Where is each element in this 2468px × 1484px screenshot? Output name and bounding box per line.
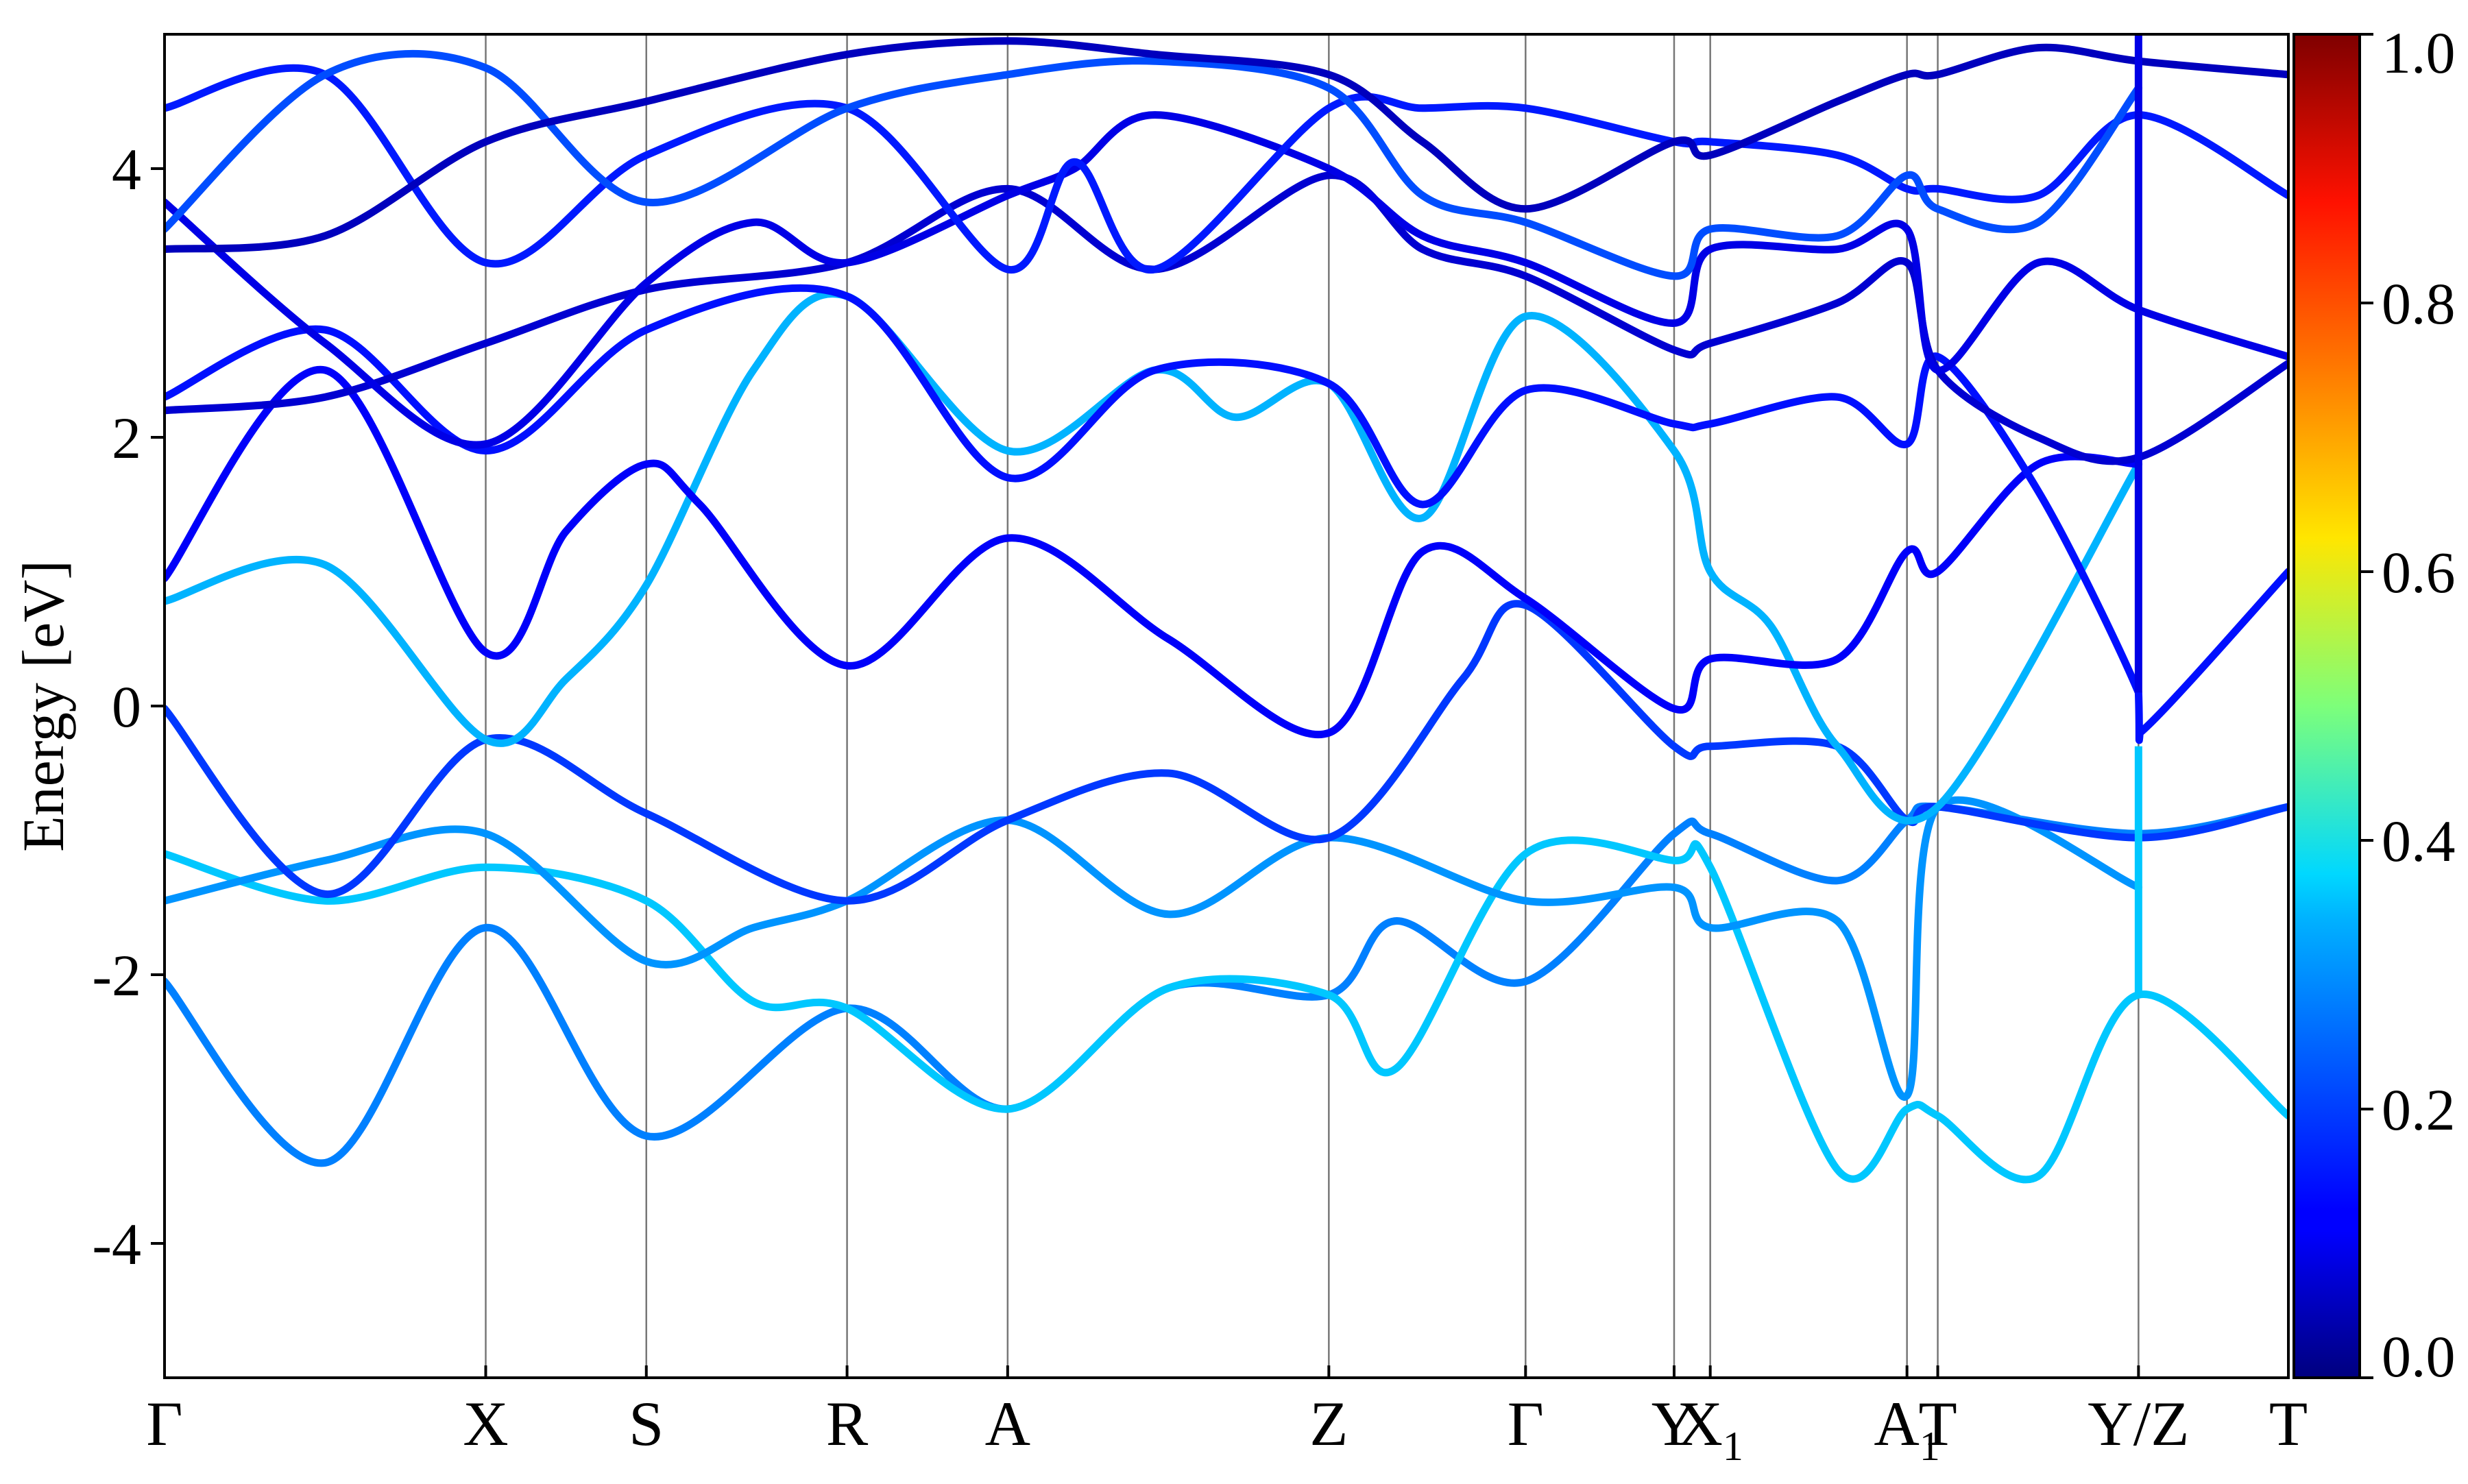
k-point-label: A xyxy=(985,1389,1030,1459)
colorbar-tick-label: 0.0 xyxy=(2382,1324,2456,1389)
k-point-label: X xyxy=(463,1389,508,1459)
k-point-label: A1 xyxy=(1874,1389,1939,1469)
colorbar xyxy=(2292,33,2361,1379)
k-point-label: T xyxy=(1918,1389,1957,1459)
k-point-label: Γ xyxy=(146,1389,182,1459)
k-point-label: T xyxy=(2269,1389,2308,1459)
band-line xyxy=(165,836,2288,1184)
k-point-label: S xyxy=(629,1389,664,1459)
band-line xyxy=(165,284,2288,744)
band-line xyxy=(165,111,2288,449)
band-line xyxy=(165,37,2288,254)
k-point-label: Y/Z xyxy=(2088,1389,2189,1459)
y-tick-label: 2 xyxy=(112,405,141,471)
band-line xyxy=(165,49,2142,280)
y-tick-label: 0 xyxy=(112,674,141,740)
k-point-label: Γ xyxy=(1508,1389,1544,1459)
band-line xyxy=(165,796,2142,1101)
y-axis-label: Energy [eV] xyxy=(10,560,76,852)
band-line xyxy=(165,365,2142,738)
band-line xyxy=(165,64,2288,273)
high-symmetry-lines xyxy=(485,34,2140,1378)
k-point-label: X1 xyxy=(1677,1389,1743,1469)
y-tick-label: -2 xyxy=(92,942,141,1008)
colorbar-ticks: 0.0 0.2 0.4 0.6 0.8 1.0 xyxy=(2360,20,2456,1389)
colorbar-tick-label: 0.4 xyxy=(2382,808,2456,874)
k-point-label: Y xyxy=(1652,1389,1697,1459)
y-axis-ticks: -4 -2 0 2 4 xyxy=(92,136,165,1277)
y-tick-label: 4 xyxy=(112,136,141,202)
y-tick-label: -4 xyxy=(92,1211,141,1277)
colorbar-tick-label: 1.0 xyxy=(2382,20,2456,86)
x-axis-ticks: Γ X S R A Z Γ YX1 A1T Y/Z T xyxy=(146,1365,2308,1469)
k-point-label: R xyxy=(826,1389,869,1459)
colorbar-tick-label: 0.6 xyxy=(2382,539,2456,605)
colorbar-tick-label: 0.8 xyxy=(2382,271,2456,337)
band-line xyxy=(165,802,2288,1167)
colorbar-tick-label: 0.2 xyxy=(2382,1077,2456,1143)
k-point-label: Z xyxy=(1309,1389,1348,1459)
band-lines xyxy=(165,34,2288,1184)
